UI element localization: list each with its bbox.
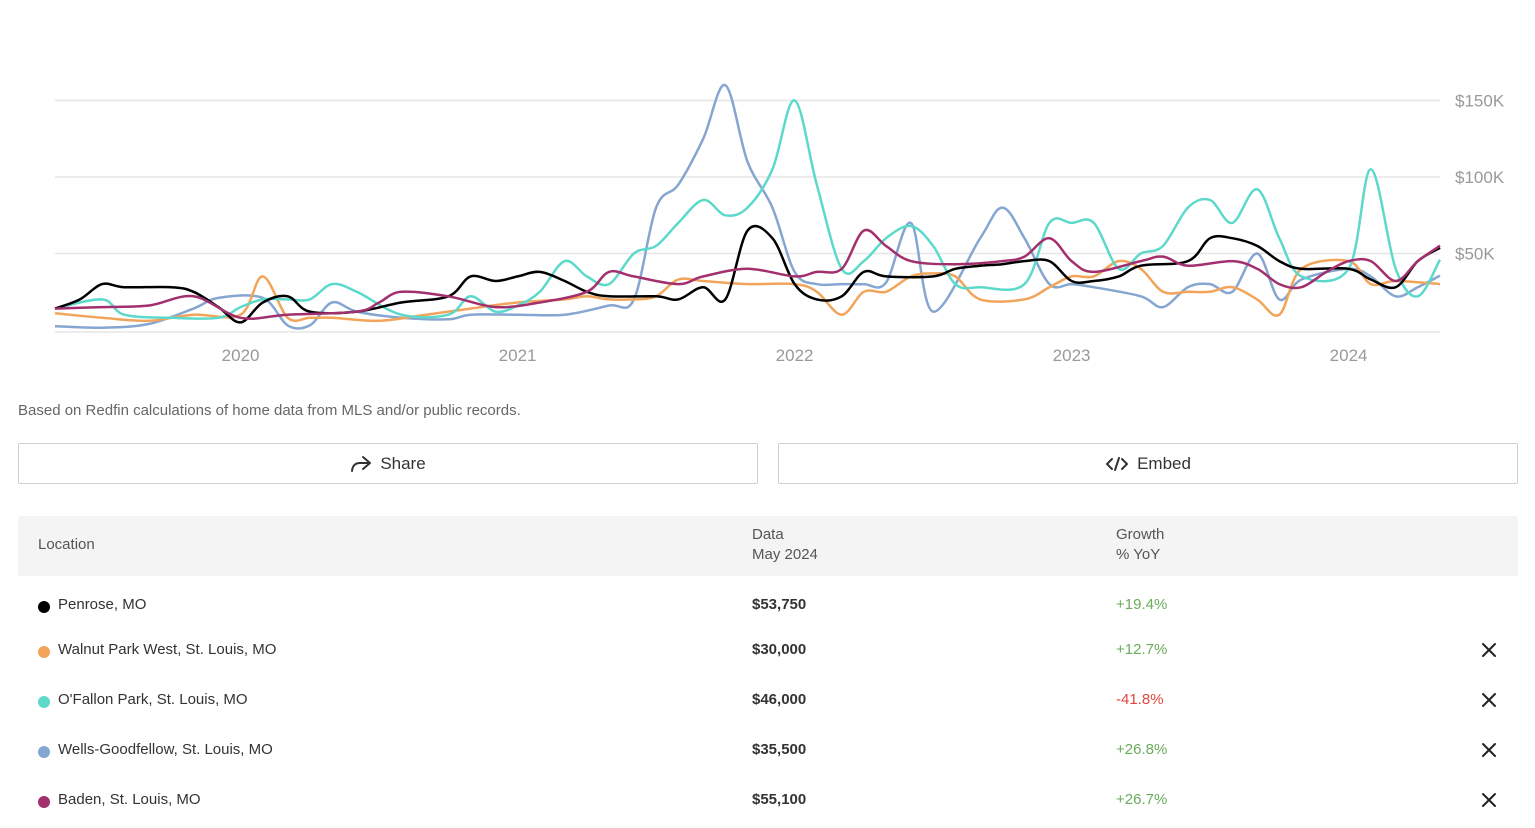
growth-value: +19.4% [1116, 596, 1168, 613]
table-row: O'Fallon Park, St. Louis, MO $46,000 -41.8… [18, 681, 1518, 721]
data-value: $53,750 [752, 596, 807, 613]
data-column-subheader: May 2024 [752, 546, 818, 563]
x-tick-label: 2024 [1330, 346, 1368, 365]
data-value: $35,500 [752, 741, 807, 758]
table-row: Walnut Park West, St. Louis, MO $30,000 +1… [18, 631, 1518, 671]
share-label: Share [380, 453, 426, 473]
location-name: Walnut Park West, St. Louis, MO [58, 641, 277, 658]
x-axis-labels: 2020 2021 2022 2023 2024 [222, 346, 1368, 365]
table-header: Location Data May 2024 Growth % YoY [18, 516, 1518, 576]
remove-location-button[interactable] [1478, 739, 1500, 761]
location-name: O'Fallon Park, St. Louis, MO [58, 691, 248, 708]
x-tick-label: 2021 [499, 346, 537, 365]
data-column-header: Data [752, 526, 784, 543]
y-tick-label: $150K [1455, 92, 1505, 111]
series-color-dot [38, 746, 50, 758]
growth-value: +12.7% [1116, 641, 1168, 658]
series-line-2 [54, 258, 1441, 323]
series-color-dot [38, 601, 50, 613]
location-name: Baden, St. Louis, MO [58, 791, 201, 808]
close-icon [1482, 643, 1496, 657]
code-brackets-icon [1105, 456, 1129, 472]
close-icon [1482, 793, 1496, 807]
growth-column-header: Growth [1116, 526, 1165, 543]
price-line-chart: $150K $100K $50K 2020 2021 2022 2023 2024 [54, 83, 1505, 365]
y-tick-label: $50K [1455, 245, 1495, 264]
growth-value: +26.7% [1116, 791, 1168, 808]
series-color-dot [38, 646, 50, 658]
embed-button[interactable]: Embed [778, 443, 1518, 484]
table-row: Wells-Goodfellow, St. Louis, MO $35,500 +2… [18, 731, 1518, 771]
share-button[interactable]: Share [18, 443, 758, 484]
remove-location-button[interactable] [1478, 639, 1500, 661]
table-row: Baden, St. Louis, MO $55,100 +26.7% [18, 781, 1518, 821]
growth-value: -41.8% [1116, 691, 1164, 708]
location-name: Wells-Goodfellow, St. Louis, MO [58, 741, 273, 758]
chart-grid [55, 99, 1440, 333]
chart-series [54, 83, 1442, 330]
series-line-4 [54, 224, 1441, 324]
share-arrow-icon [350, 455, 372, 473]
data-value: $55,100 [752, 791, 807, 808]
series-color-dot [38, 796, 50, 808]
growth-value: +26.8% [1116, 741, 1168, 758]
table-row: Penrose, MO $53,750 +19.4% [18, 586, 1518, 626]
series-color-dot [38, 696, 50, 708]
remove-location-button[interactable] [1478, 689, 1500, 711]
data-value: $30,000 [752, 641, 807, 658]
series-line-1 [54, 83, 1441, 330]
x-tick-label: 2022 [776, 346, 814, 365]
location-column-header: Location [38, 536, 95, 553]
growth-column-subheader: % YoY [1116, 546, 1161, 563]
series-line-3 [54, 99, 1442, 320]
close-icon [1482, 743, 1496, 757]
y-axis-labels: $150K $100K $50K [1455, 92, 1505, 264]
x-tick-label: 2023 [1053, 346, 1091, 365]
source-note: Based on Redfin calculations of home dat… [18, 402, 521, 419]
y-tick-label: $100K [1455, 168, 1505, 187]
embed-label: Embed [1137, 453, 1191, 473]
series-line-5 [54, 228, 1441, 320]
data-value: $46,000 [752, 691, 807, 708]
x-tick-label: 2020 [222, 346, 260, 365]
remove-location-button[interactable] [1478, 789, 1500, 811]
close-icon [1482, 693, 1496, 707]
location-name: Penrose, MO [58, 596, 147, 613]
